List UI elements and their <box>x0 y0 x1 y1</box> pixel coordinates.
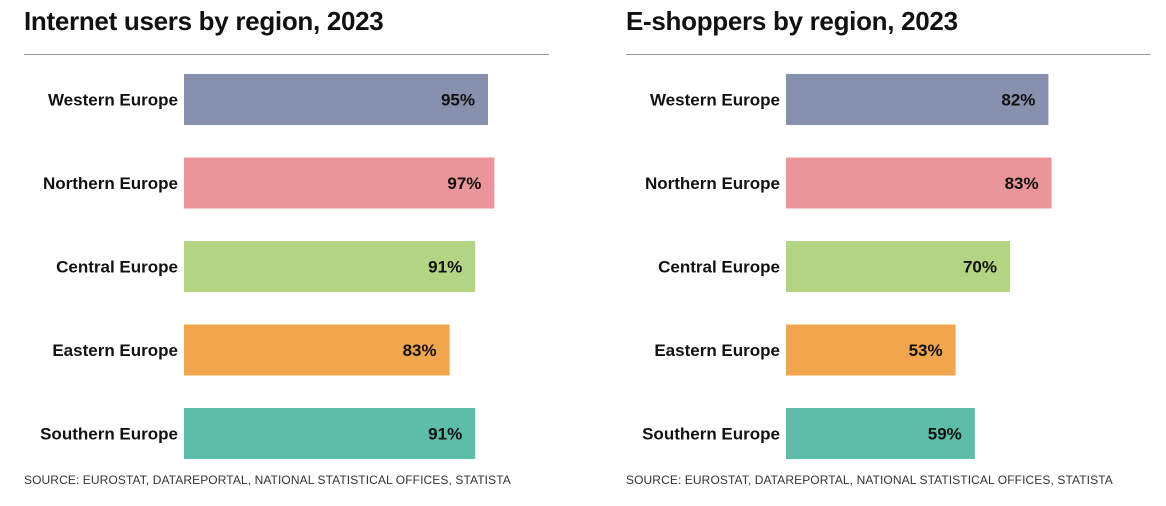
value-label-western-europe: 82% <box>1001 91 1035 110</box>
value-label-western-europe: 95% <box>441 91 475 110</box>
title-divider <box>626 54 1151 55</box>
category-label-eastern-europe: Eastern Europe <box>52 341 178 360</box>
chart-e-shoppers: E-shoppers by region, 2023 Western Europ… <box>626 0 1151 506</box>
category-label-central-europe: Central Europe <box>56 258 178 277</box>
category-label-eastern-europe: Eastern Europe <box>654 341 780 360</box>
bar-northern-europe <box>786 157 1052 209</box>
bar-western-europe <box>184 74 488 125</box>
bar-western-europe <box>786 74 1049 125</box>
value-label-northern-europe: 97% <box>447 174 481 193</box>
category-label-western-europe: Western Europe <box>650 91 780 110</box>
value-label-eastern-europe: 83% <box>403 341 437 360</box>
bar-central-europe <box>786 241 1010 292</box>
category-label-northern-europe: Northern Europe <box>645 174 780 193</box>
value-label-eastern-europe: 53% <box>909 341 943 360</box>
category-label-western-europe: Western Europe <box>48 91 178 110</box>
category-label-southern-europe: Southern Europe <box>40 425 178 444</box>
chart-title: E-shoppers by region, 2023 <box>626 6 958 36</box>
bar-southern-europe <box>184 408 476 459</box>
bar-northern-europe <box>184 157 495 209</box>
category-label-southern-europe: Southern Europe <box>642 425 780 444</box>
bar-plot: Western Europe 95% Northern Europe 97% Centr… <box>40 74 495 459</box>
bar-central-europe <box>184 241 476 292</box>
category-label-central-europe: Central Europe <box>658 258 780 277</box>
category-label-northern-europe: Northern Europe <box>43 174 178 193</box>
value-label-southern-europe: 59% <box>928 425 962 444</box>
value-label-central-europe: 70% <box>963 258 997 277</box>
bar-plot: Western Europe 82% Northern Europe 83% Centr… <box>642 74 1052 459</box>
value-label-southern-europe: 91% <box>428 425 462 444</box>
source-note: SOURCE: EUROSTAT, DATAREPORTAL, NATIONAL… <box>626 473 1113 487</box>
value-label-northern-europe: 83% <box>1005 174 1039 193</box>
bar-eastern-europe <box>786 324 956 376</box>
chart-internet-users: Internet users by region, 2023 Western E… <box>24 0 549 506</box>
value-label-central-europe: 91% <box>428 258 462 277</box>
source-note: SOURCE: EUROSTAT, DATAREPORTAL, NATIONAL… <box>24 473 511 487</box>
chart-title: Internet users by region, 2023 <box>24 6 384 36</box>
bar-southern-europe <box>786 408 975 459</box>
bar-eastern-europe <box>184 324 450 376</box>
title-divider <box>24 54 549 55</box>
